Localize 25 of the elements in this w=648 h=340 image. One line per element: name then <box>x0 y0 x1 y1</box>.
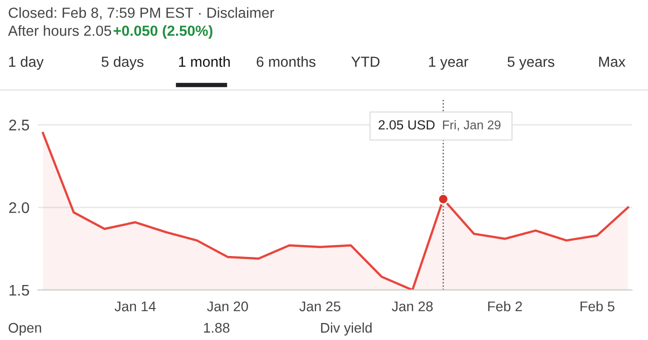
text: 6 months <box>256 56 316 67</box>
text: Closed: Feb 8, 7:59 PM EST · Disclaimer <box>8 7 274 20</box>
x-tick-label: Feb 2 <box>488 301 522 312</box>
text: After hours 2.05 <box>8 25 112 36</box>
y-tick-label: 1.5 <box>10 285 30 296</box>
x-tick-label: Jan 14 <box>114 302 156 312</box>
text: 1 month <box>179 56 230 67</box>
text: 5 years <box>508 56 554 70</box>
x-tick-label: Jan 25 <box>299 301 340 312</box>
text: YTD <box>351 56 380 67</box>
x-tick-label: Jan 20 <box>207 301 248 312</box>
text: 1 day <box>9 56 44 70</box>
text: Open <box>8 322 42 336</box>
y-tick-label: 2.0 <box>9 202 30 214</box>
x-tick-label: Jan 28 <box>392 301 433 312</box>
annotation: 2.05 USD <box>378 120 435 130</box>
text: 5 days <box>102 56 144 70</box>
x-tick-label: Feb 5 <box>580 301 614 312</box>
annotation: Fri, Jan 29 <box>443 120 500 131</box>
text: Div yield <box>321 322 372 336</box>
text: 1 year <box>429 56 468 70</box>
text: 1.88 <box>204 322 230 333</box>
text: +0.050 (2.50%) <box>114 25 212 39</box>
y-tick-label: 2.5 <box>9 120 30 130</box>
text: Max <box>599 56 626 67</box>
